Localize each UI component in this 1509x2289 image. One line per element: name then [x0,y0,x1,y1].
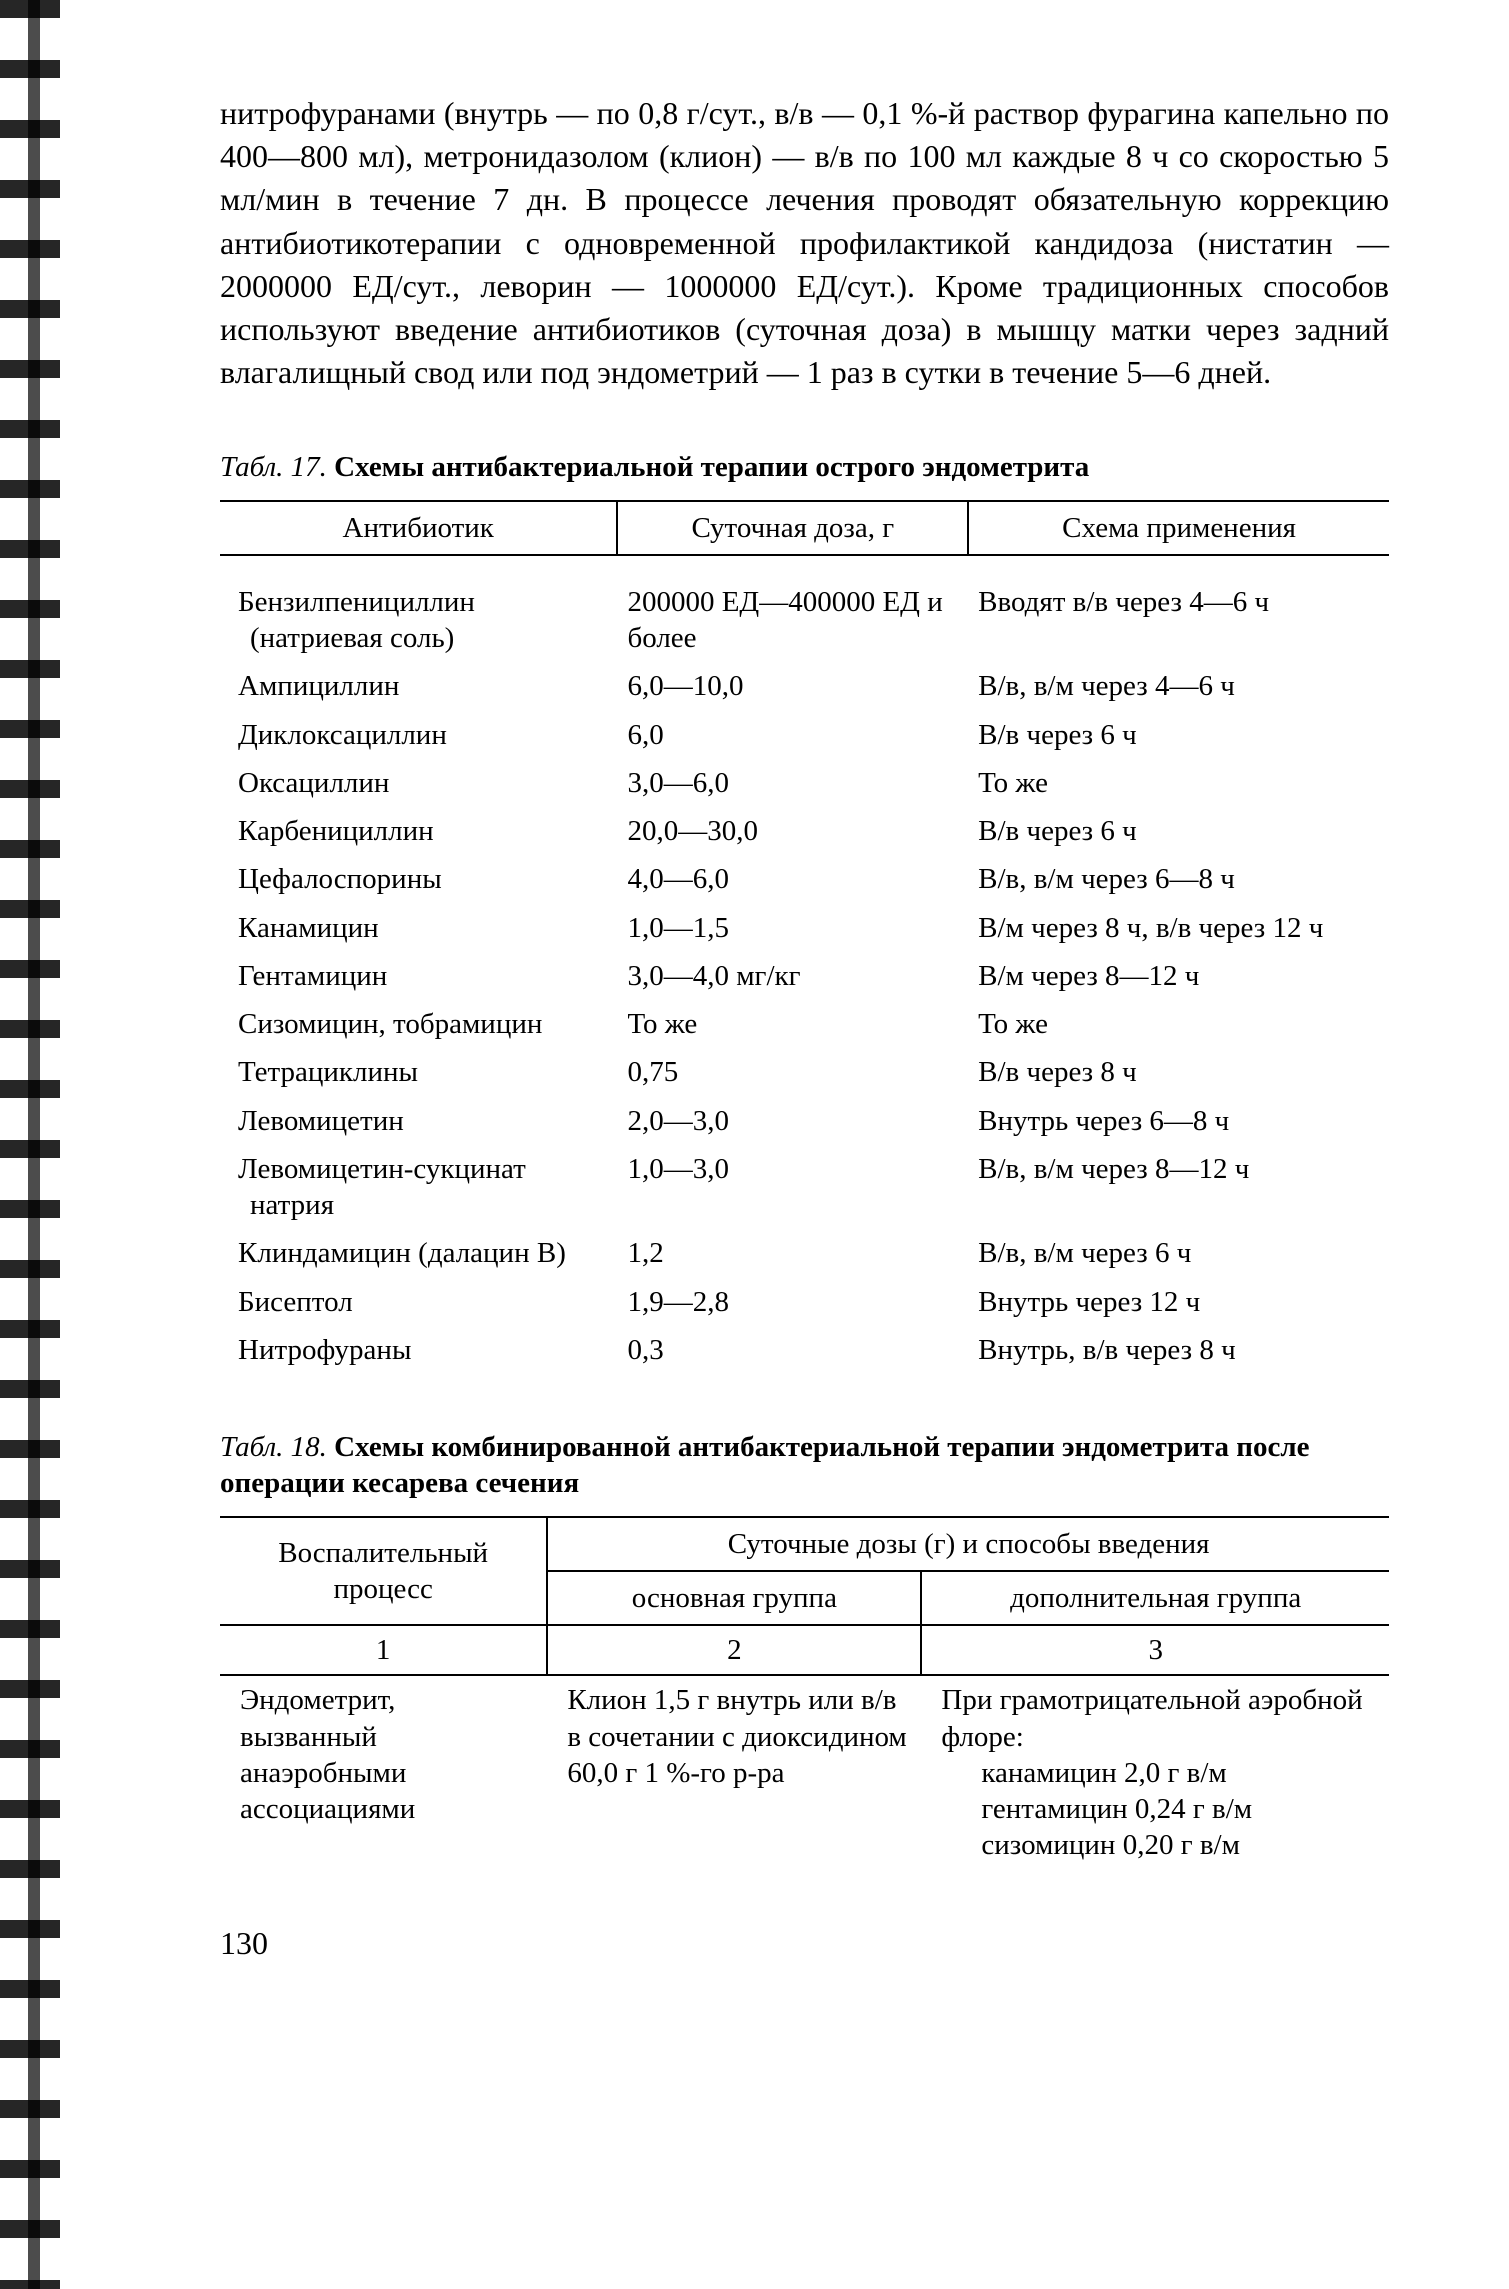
table17-body: Бензилпенициллин (натриевая соль) 200000… [220,555,1389,1374]
table17-head: Антибиотик Суточная доза, г Схема примен… [220,501,1389,555]
table-row: Тетрациклины 0,75 В/в через 8 ч [220,1048,1389,1096]
table-row: Клиндамицин (далацин В) 1,2 В/в, в/м чер… [220,1229,1389,1277]
cell-c3-item: канамицин 2,0 г в/м [941,1755,1379,1791]
cell-dose: 0,3 [617,1326,968,1374]
cell-dose: 4,0—6,0 [617,855,968,903]
cell-scheme: В/в, в/м через 6 ч [968,1229,1389,1277]
cell-dose: 6,0—10,0 [617,662,968,710]
cell-dose: 2,0—3,0 [617,1097,968,1145]
cell-dose: 3,0—6,0 [617,759,968,807]
cell-dose: 1,9—2,8 [617,1278,968,1326]
table17: Антибиотик Суточная доза, г Схема примен… [220,500,1389,1375]
table-row: Карбенициллин 20,0—30,0 В/в через 6 ч [220,807,1389,855]
cell-dose: 6,0 [617,711,968,759]
page-number: 130 [220,1925,1389,1962]
table17-col-scheme: Схема применения [968,501,1389,555]
cell-antibiotic: Цефалоспорины [220,855,617,903]
cell-antibiotic: Бензилпенициллин (натриевая соль) [220,555,617,663]
table18-head: Воспалительный процесс Суточные дозы (г)… [220,1517,1389,1676]
cell-main-group: Клион 1,5 г внутрь или в/в в сочетании с… [547,1675,921,1869]
cell-antibiotic: Бисептол [220,1278,617,1326]
cell-antibiotic: Нитрофураны [220,1326,617,1374]
cell-scheme: В/в через 6 ч [968,711,1389,759]
cell-dose: 0,75 [617,1048,968,1096]
cell-dose: 3,0—4,0 мг/кг [617,952,968,1000]
cell-additional-group: При грамотрицательной аэробной флоре: ка… [921,1675,1389,1869]
cell-antibiotic: Диклоксациллин [220,711,617,759]
cell-antibiotic: Левомицетин-сукцинат натрия [220,1145,617,1230]
cell-antibiotic: Оксациллин [220,759,617,807]
table-row: Сизомицин, тобрамицин То же То же [220,1000,1389,1048]
cell-scheme: В/м через 8—12 ч [968,952,1389,1000]
table18-col-main-group: основная группа [547,1571,921,1625]
table-row: Диклоксациллин 6,0 В/в через 6 ч [220,711,1389,759]
table-row: Нитрофураны 0,3 Внутрь, в/в через 8 ч [220,1326,1389,1374]
cell-c3-item: сизомицин 0,20 г в/м [941,1827,1379,1863]
table17-col-dose: Суточная доза, г [617,501,968,555]
cell-c3-item: гентамицин 0,24 г в/м [941,1791,1379,1827]
table18-body: Эндометрит, вызванный анаэробными ассоци… [220,1675,1389,1869]
table18: Воспалительный процесс Суточные дозы (г)… [220,1516,1389,1870]
page: нитрофуранами (внутрь — по 0,8 г/сут., в… [0,0,1509,2289]
cell-antibiotic: Канамицин [220,904,617,952]
cell-scheme: Внутрь через 12 ч [968,1278,1389,1326]
cell-scheme: Внутрь через 6—8 ч [968,1097,1389,1145]
cell-scheme: То же [968,1000,1389,1048]
cell-scheme: В/в, в/м через 8—12 ч [968,1145,1389,1230]
cell-antibiotic: Карбенициллин [220,807,617,855]
table18-colnum-2: 2 [547,1625,921,1675]
table-row: Бензилпенициллин (натриевая соль) 200000… [220,555,1389,663]
cell-dose: 1,2 [617,1229,968,1277]
cell-dose: 20,0—30,0 [617,807,968,855]
cell-scheme: В/в, в/м через 4—6 ч [968,662,1389,710]
cell-antibiotic: Левомицетин [220,1097,617,1145]
cell-dose: 1,0—1,5 [617,904,968,952]
table18-number: Табл. 18. [220,1431,327,1463]
table18-caption: Табл. 18. Схемы комбинированной антибакт… [220,1429,1389,1502]
cell-scheme: В/в через 6 ч [968,807,1389,855]
table17-caption: Табл. 17. Схемы антибактериальной терапи… [220,449,1389,485]
table-row: Левомицетин 2,0—3,0 Внутрь через 6—8 ч [220,1097,1389,1145]
table18-title: Схемы комбинированной антибактериальной … [220,1431,1310,1499]
table-row: Цефалоспорины 4,0—6,0 В/в, в/м через 6—8… [220,855,1389,903]
cell-antibiotic: Сизомицин, тобрамицин [220,1000,617,1048]
table-row: Ампициллин 6,0—10,0 В/в, в/м через 4—6 ч [220,662,1389,710]
cell-dose: 1,0—3,0 [617,1145,968,1230]
table-row: Гентамицин 3,0—4,0 мг/кг В/м через 8—12 … [220,952,1389,1000]
table17-title: Схемы антибактериальной терапии острого … [334,451,1089,483]
cell-dose: 200000 ЕД—400000 ЕД и более [617,555,968,663]
cell-process: Эндометрит, вызванный анаэробными ассоци… [220,1675,547,1869]
cell-scheme: Внутрь, в/в через 8 ч [968,1326,1389,1374]
scan-edge-decor-2 [28,0,40,2289]
table-row: Оксациллин 3,0—6,0 То же [220,759,1389,807]
cell-antibiotic: Тетрациклины [220,1048,617,1096]
table18-col-additional-group: дополнительная группа [921,1571,1389,1625]
cell-scheme: Вводят в/в через 4—6 ч [968,555,1389,663]
table18-col-doses-span: Суточные дозы (г) и способы введения [547,1517,1389,1571]
table-row: Эндометрит, вызванный анаэробными ассоци… [220,1675,1389,1869]
cell-scheme: В/в, в/м через 6—8 ч [968,855,1389,903]
cell-antibiotic: Ампициллин [220,662,617,710]
body-paragraph: нитрофуранами (внутрь — по 0,8 г/сут., в… [220,92,1389,394]
table-row: Левомицетин-сукцинат натрия 1,0—3,0 В/в,… [220,1145,1389,1230]
cell-scheme: В/м через 8 ч, в/в через 12 ч [968,904,1389,952]
table18-colnum-1: 1 [220,1625,547,1675]
cell-scheme: В/в через 8 ч [968,1048,1389,1096]
table-row: Канамицин 1,0—1,5 В/м через 8 ч, в/в чер… [220,904,1389,952]
table18-colnum-3: 3 [921,1625,1389,1675]
table-row: Бисептол 1,9—2,8 Внутрь через 12 ч [220,1278,1389,1326]
cell-scheme: То же [968,759,1389,807]
table17-col-antibiotic: Антибиотик [220,501,617,555]
table18-col-process: Воспалительный процесс [220,1517,547,1626]
cell-antibiotic: Гентамицин [220,952,617,1000]
cell-antibiotic: Клиндамицин (далацин В) [220,1229,617,1277]
cell-dose: То же [617,1000,968,1048]
cell-c3-lead: При грамотрицательной аэробной флоре: [941,1684,1362,1752]
table17-number: Табл. 17. [220,451,327,483]
